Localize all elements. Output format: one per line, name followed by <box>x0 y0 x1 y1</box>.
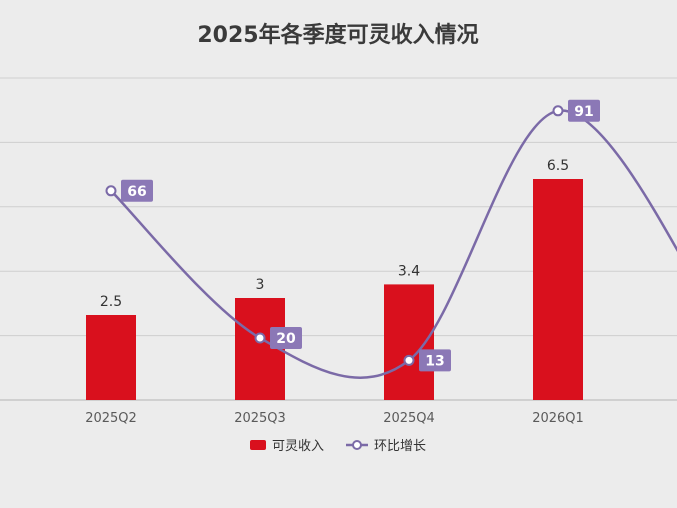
x-tick-label: 2025Q3 <box>234 411 286 426</box>
chart-title: 2025年各季度可灵收入情况 <box>197 22 478 48</box>
legend-label-bar: 可灵收入 <box>272 439 324 454</box>
line-data-label: 91 <box>574 104 593 120</box>
x-tick-label: 2026Q1 <box>532 411 584 426</box>
legend-swatch-bar <box>250 440 266 450</box>
bar-data-label: 3 <box>256 277 265 293</box>
line-point <box>552 105 564 117</box>
line-data-label: 13 <box>425 353 444 369</box>
bar-series: 2.5 3 3.4 6.5 <box>86 158 583 400</box>
legend-marker-line <box>352 440 362 450</box>
series-line <box>110 109 677 379</box>
line-series: 66 20 13 91 <box>105 99 677 379</box>
line-data-label: 66 <box>127 184 146 200</box>
bar <box>533 179 583 400</box>
line-data-label-box <box>419 349 451 372</box>
bar <box>86 315 136 400</box>
line-point <box>254 332 266 344</box>
line-data-label-box <box>270 327 302 349</box>
bar-data-label: 6.5 <box>547 158 569 174</box>
line-data-label-box <box>568 99 600 122</box>
legend: 可灵收入 环比增长 <box>250 439 426 454</box>
line-point <box>403 354 415 366</box>
x-tick-label: 2025Q2 <box>85 411 137 426</box>
line-data-label-box <box>121 179 153 202</box>
line-data-label: 20 <box>276 331 296 347</box>
x-tick-label: 2025Q4 <box>383 411 435 426</box>
line-point <box>105 185 117 197</box>
x-axis: 2025Q2 2025Q3 2025Q4 2026Q1 <box>85 411 584 426</box>
bar-data-label: 3.4 <box>398 263 420 279</box>
legend-label-line: 环比增长 <box>374 439 426 454</box>
bar-data-label: 2.5 <box>100 294 122 310</box>
